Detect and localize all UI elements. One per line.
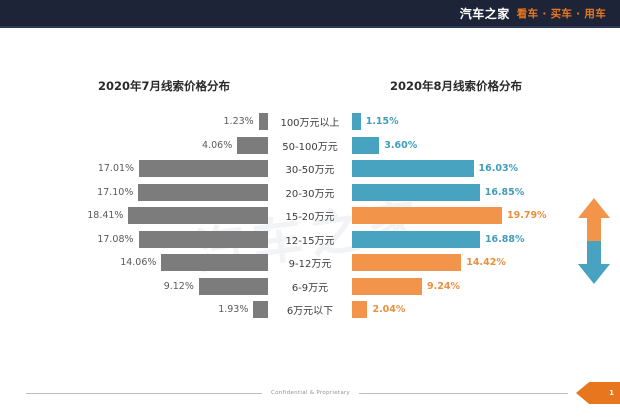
category-label: 9-12万元 — [288, 259, 332, 271]
july-bar — [138, 230, 268, 248]
august-value-label: 16.03% — [478, 163, 519, 175]
july-bar-group: 17.01% — [0, 160, 268, 178]
footer-rule-right — [359, 392, 568, 394]
august-value-label: 2.04% — [372, 304, 406, 316]
july-bar — [237, 136, 268, 154]
slide-body: 2020年7月线索价格分布 2020年8月线索价格分布 汽车之家 1.23% 10… — [0, 28, 620, 368]
july-value-label: 1.93% — [218, 304, 249, 316]
august-bar — [352, 301, 368, 319]
august-bar — [352, 136, 380, 154]
august-bar-group: 16.03% — [352, 160, 620, 178]
page-badge-shape — [576, 382, 620, 404]
category-label: 50-100万元 — [282, 141, 338, 153]
august-bar — [352, 254, 462, 272]
chart-row: 1.93% 6万元以下 2.04% — [0, 298, 620, 322]
chart-row: 18.41% 15-20万元 19.79% — [0, 204, 620, 228]
header-divider — [0, 26, 620, 28]
category-label: 6-9万元 — [291, 282, 329, 294]
july-value-label: 9.12% — [163, 280, 194, 292]
july-bar-group: 18.41% — [0, 207, 268, 225]
chart-row: 17.10% 20-30万元 16.85% — [0, 181, 620, 205]
chart-row: 4.06% 50-100万元 3.60% — [0, 134, 620, 158]
august-bar-group: 16.88% — [352, 230, 620, 248]
july-bar-group: 1.93% — [0, 301, 268, 319]
july-value-label: 17.10% — [97, 186, 134, 198]
category-label: 20-30万元 — [285, 188, 335, 200]
august-value-label: 16.88% — [484, 233, 525, 245]
july-bar-group: 17.08% — [0, 230, 268, 248]
category-label: 12-15万元 — [285, 235, 335, 247]
slide-footer: Confidential & Proprietary 1 — [0, 382, 620, 404]
page-number-badge: 1 — [576, 382, 620, 404]
chart-title-august: 2020年8月线索价格分布 — [390, 79, 523, 93]
august-bar-group: 2.04% — [352, 301, 620, 319]
july-bar — [128, 207, 268, 225]
chart-row: 17.08% 12-15万元 16.88% — [0, 228, 620, 252]
july-bar — [161, 254, 268, 272]
august-bar-group: 1.15% — [352, 113, 620, 131]
up-down-arrow — [576, 196, 612, 286]
august-bar-group: 14.42% — [352, 254, 620, 272]
chart-title-july: 2020年7月线索价格分布 — [98, 79, 231, 93]
july-value-label: 1.23% — [223, 116, 254, 128]
july-bar-group: 4.06% — [0, 136, 268, 154]
page-number: 1 — [609, 389, 614, 397]
august-value-label: 9.24% — [427, 280, 460, 292]
arrow-down-half — [578, 241, 610, 284]
footer-confidential-text: Confidential & Proprietary — [271, 390, 351, 396]
category-label: 15-20万元 — [285, 212, 335, 224]
footer-rule-left — [26, 392, 262, 394]
july-bar-group: 17.10% — [0, 183, 268, 201]
august-bar — [352, 160, 474, 178]
august-bar-group: 19.79% — [352, 207, 620, 225]
august-bar-group: 16.85% — [352, 183, 620, 201]
chart-row: 9.12% 6-9万元 9.24% — [0, 275, 620, 299]
august-bar — [352, 207, 502, 225]
category-label: 100万元以上 — [280, 118, 340, 130]
july-bar — [253, 301, 268, 319]
august-value-label: 3.60% — [384, 139, 418, 151]
august-bar — [352, 277, 423, 295]
august-value-label: 16.85% — [484, 186, 525, 198]
july-bar-group: 9.12% — [0, 277, 268, 295]
july-bar — [139, 160, 268, 178]
august-value-label: 14.42% — [466, 257, 506, 269]
arrow-up-half — [578, 198, 610, 241]
chart-row: 1.23% 100万元以上 1.15% — [0, 110, 620, 134]
july-bar — [138, 183, 268, 201]
august-value-label: 19.79% — [507, 210, 547, 222]
july-value-label: 18.41% — [87, 210, 124, 222]
july-bar — [258, 113, 268, 131]
august-bar-group: 9.24% — [352, 277, 620, 295]
category-label: 6万元以下 — [286, 306, 334, 318]
july-value-label: 4.06% — [202, 139, 233, 151]
july-value-label: 17.01% — [97, 163, 135, 175]
august-bar — [352, 113, 361, 131]
tornado-chart: 1.23% 100万元以上 1.15% 4.06% 50-100万元 3.60% 17.01… — [0, 110, 620, 322]
august-bar — [352, 230, 480, 248]
july-bar-group: 1.23% — [0, 113, 268, 131]
brand-tagline: 看车 · 买车 · 用车 — [516, 7, 606, 20]
app-header: 汽车之家 看车 · 买车 · 用车 — [0, 0, 620, 26]
august-bar — [352, 183, 480, 201]
july-bar-group: 14.06% — [0, 254, 268, 272]
chart-row: 14.06% 9-12万元 14.42% — [0, 251, 620, 275]
brand-logo-text: 汽车之家 — [459, 6, 510, 21]
chart-row: 17.01% 30-50万元 16.03% — [0, 157, 620, 181]
august-bar-group: 3.60% — [352, 136, 620, 154]
july-value-label: 14.06% — [120, 257, 157, 269]
july-bar — [198, 277, 268, 295]
august-value-label: 1.15% — [365, 116, 399, 128]
july-value-label: 17.08% — [97, 233, 134, 245]
category-label: 30-50万元 — [285, 165, 335, 177]
